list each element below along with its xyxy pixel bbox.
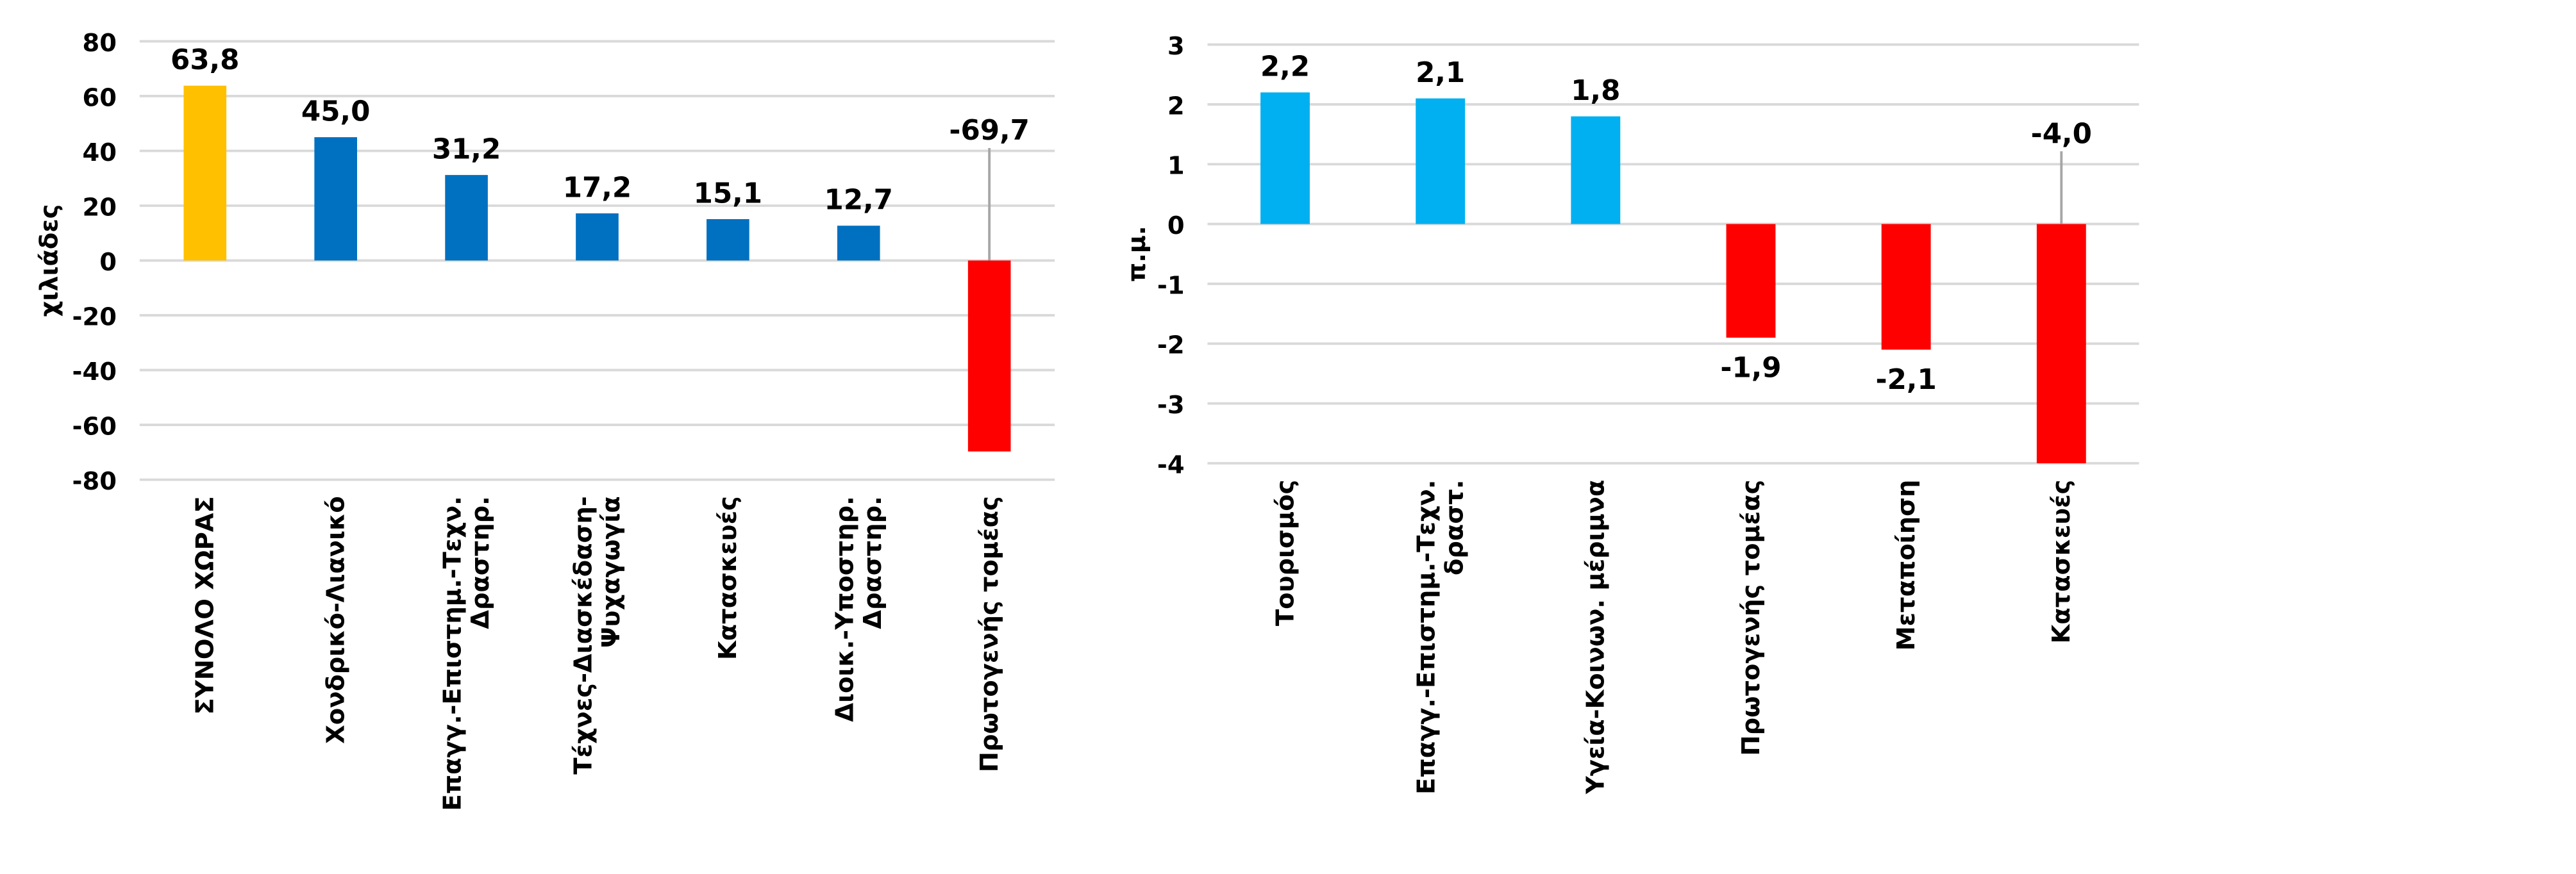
bar: [967, 260, 1011, 452]
x-tick-label: Διοικ.-Υποστηρ.Δραστηρ.: [830, 496, 887, 721]
value-label: 63,8: [171, 44, 239, 76]
bar: [1726, 224, 1776, 338]
x-tick-label: Επαγγ.-Επιστημ.-Τεχν.δραστ.: [1412, 480, 1469, 795]
value-label: 31,2: [432, 133, 501, 165]
bar: [1881, 224, 1931, 350]
value-label: 45,0: [301, 95, 370, 128]
value-label: 17,2: [563, 172, 631, 204]
x-tick-label: Κατασκευές: [714, 496, 742, 660]
x-tick-label: Πρωτογενής τομέας: [975, 496, 1004, 772]
bar: [1571, 116, 1621, 224]
y-tick-label: 20: [82, 193, 116, 222]
value-label: -2,1: [1876, 364, 1937, 396]
x-tick-label: Τέχνες-Διασκέδαση-Ψυχαγωγία: [569, 496, 626, 774]
value-label: 1,8: [1571, 75, 1620, 107]
y-tick-label: 80: [82, 29, 116, 58]
bar: [576, 213, 619, 261]
x-tick-label: Επαγγ.-Επιστημ.-Τεχν.Δραστηρ.: [439, 496, 496, 811]
value-label: -69,7: [949, 115, 1030, 147]
x-tick-label: ΣΥΝΟΛΟ ΧΩΡΑΣ: [191, 496, 220, 714]
y-tick-label: -60: [72, 412, 117, 441]
y-tick-label: 2: [1167, 92, 1185, 120]
bar: [1260, 92, 1310, 224]
value-label: -1,9: [1720, 352, 1781, 384]
y-tick-label: -80: [72, 467, 117, 496]
bar: [1416, 98, 1466, 224]
bar: [2036, 224, 2086, 463]
bar: [183, 85, 227, 261]
y-tick-label: -3: [1157, 391, 1185, 420]
y-tick-label: 0: [99, 248, 117, 277]
bar: [837, 226, 880, 261]
y-tick-label: 3: [1167, 32, 1185, 61]
value-label: 2,2: [1260, 51, 1310, 83]
x-tick-label: Χονδρικό-Λιανικό: [321, 496, 350, 744]
bar: [707, 218, 749, 261]
bar: [314, 137, 357, 261]
y-axis-label: π.μ.: [1123, 226, 1151, 282]
y-axis-label: χιλιάδες: [35, 204, 64, 317]
x-tick-label: Μεταποίηση: [1892, 480, 1921, 651]
y-tick-label: 1: [1167, 152, 1185, 181]
x-tick-label: Υγεία-Κοινων. μέριμνα: [1582, 480, 1610, 795]
value-label: -4,0: [2031, 118, 2092, 150]
y-tick-label: -20: [72, 302, 117, 331]
x-tick-label: Τουρισμός: [1271, 480, 1300, 626]
value-label: 2,1: [1416, 57, 1465, 89]
value-label: 15,1: [694, 177, 762, 210]
y-tick-label: 0: [1167, 211, 1185, 240]
bar: [445, 175, 488, 261]
y-tick-label: -2: [1157, 331, 1185, 360]
y-tick-label: 60: [82, 83, 116, 112]
y-tick-label: -1: [1157, 271, 1185, 300]
y-tick-label: -40: [72, 358, 117, 386]
value-label: 12,7: [824, 185, 893, 217]
y-tick-label: 40: [82, 138, 116, 167]
x-tick-label: Κατασκευές: [2047, 480, 2076, 644]
x-tick-label: Πρωτογενής τομέας: [1737, 480, 1766, 756]
y-tick-label: -4: [1157, 450, 1185, 479]
